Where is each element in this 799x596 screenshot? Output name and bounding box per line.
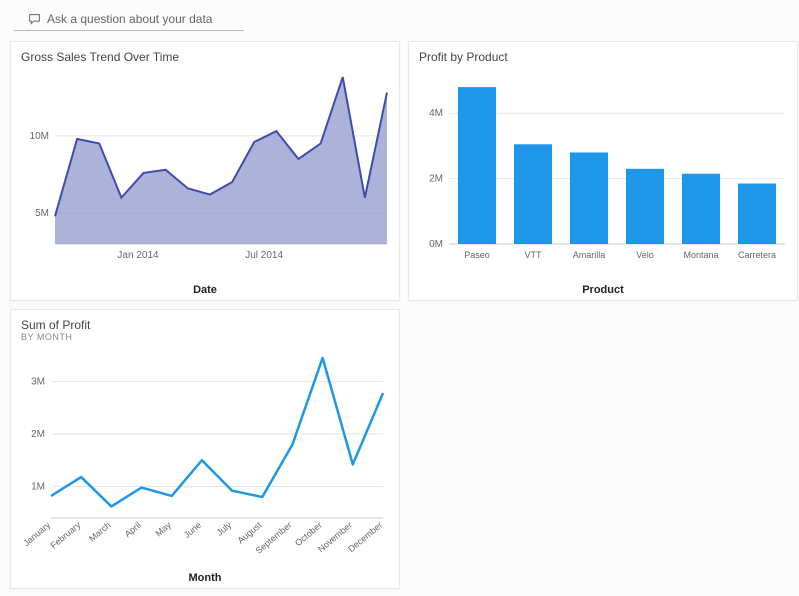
svg-text:2M: 2M — [429, 174, 443, 185]
svg-text:May: May — [154, 520, 174, 539]
profit-product-xlabel: Product — [582, 284, 624, 296]
sum-profit-xlabel: Month — [189, 572, 222, 584]
svg-text:Jul 2014: Jul 2014 — [245, 250, 283, 261]
qa-input[interactable]: Ask a question about your data — [14, 6, 244, 31]
card-sum-profit[interactable]: Sum of Profit BY MONTH 1M2M3MJanuaryFebr… — [10, 309, 400, 589]
sum-profit-title: Sum of Profit — [21, 318, 389, 332]
svg-text:Paseo: Paseo — [464, 250, 490, 260]
card-gross-sales[interactable]: Gross Sales Trend Over Time 5M 10M Jan 201… — [10, 41, 400, 301]
svg-text:10M: 10M — [30, 131, 49, 142]
dashboard-grid: Gross Sales Trend Over Time 5M 10M Jan 201… — [0, 31, 799, 589]
svg-text:Jan 2014: Jan 2014 — [117, 250, 159, 261]
svg-text:June: June — [182, 520, 203, 540]
sum-profit-chart: 1M2M3MJanuaryFebruaryMarchAprilMayJuneJu… — [17, 344, 393, 566]
gross-sales-chart: 5M 10M Jan 2014 Jul 2014 — [17, 68, 393, 278]
svg-text:Carretera: Carretera — [738, 250, 776, 260]
svg-text:VTT: VTT — [525, 250, 543, 260]
svg-text:February: February — [48, 520, 82, 551]
svg-text:2M: 2M — [31, 429, 45, 440]
card-profit-product[interactable]: Profit by Product 0M 2M 4M Paseo VTT Amarilla… — [408, 41, 798, 301]
svg-text:August: August — [236, 520, 264, 546]
svg-text:1M: 1M — [31, 482, 45, 493]
svg-text:Amarilla: Amarilla — [573, 250, 606, 260]
sum-profit-subtitle: BY MONTH — [21, 332, 389, 342]
gross-sales-xlabel: Date — [193, 284, 217, 296]
svg-text:March: March — [87, 520, 113, 544]
gross-sales-title: Gross Sales Trend Over Time — [21, 50, 389, 64]
svg-text:0M: 0M — [429, 239, 443, 250]
chat-icon — [28, 13, 41, 26]
svg-text:4M: 4M — [429, 108, 443, 119]
svg-text:Velo: Velo — [636, 250, 654, 260]
svg-text:5M: 5M — [35, 208, 49, 219]
qa-placeholder: Ask a question about your data — [47, 12, 212, 26]
svg-text:April: April — [123, 520, 143, 539]
svg-text:3M: 3M — [31, 377, 45, 388]
svg-text:Montana: Montana — [683, 250, 718, 260]
profit-product-chart: 0M 2M 4M Paseo VTT Amarilla Velo Montana Carrete… — [415, 68, 791, 278]
svg-text:July: July — [215, 520, 234, 538]
profit-product-title: Profit by Product — [419, 50, 787, 64]
